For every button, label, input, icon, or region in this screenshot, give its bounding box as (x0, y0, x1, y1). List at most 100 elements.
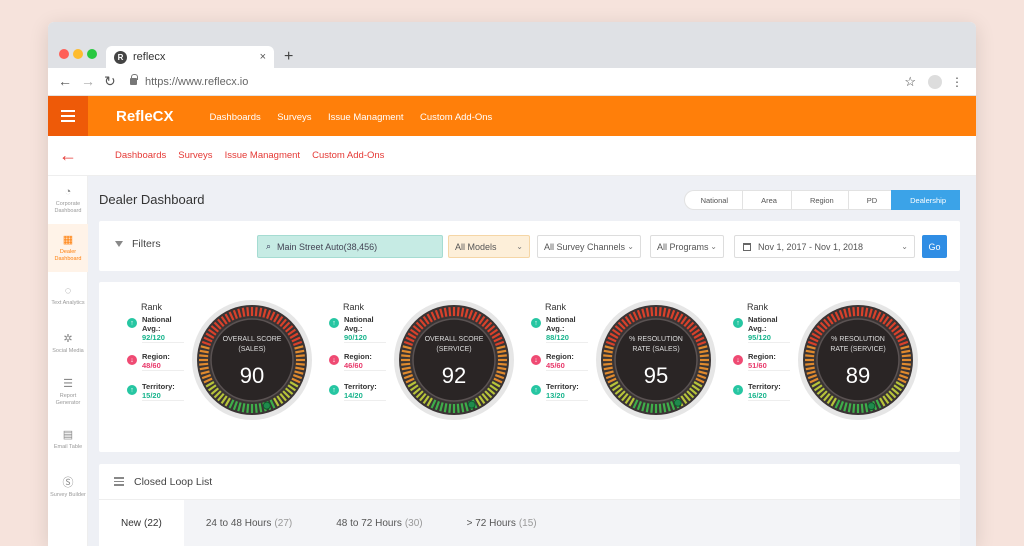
models-select[interactable]: All Models ⌄ (448, 235, 530, 258)
close-window-dot[interactable] (59, 49, 69, 59)
tab-24-to-48-hours[interactable]: 24 to 48 Hours (27) (184, 500, 314, 546)
dealer-search-input[interactable]: ⌕ Main Street Auto(38,456) (257, 235, 443, 258)
gauge-tick (284, 325, 294, 333)
forward-arrow-icon[interactable]: → (81, 73, 95, 89)
tab-48-to-72-hours[interactable]: 48 to 72 Hours (30) (314, 500, 444, 546)
gauge-tick (430, 399, 437, 409)
gauge-tick (199, 366, 209, 371)
tab-title: reflecx (133, 51, 166, 63)
bookmark-star-icon[interactable]: ☆ (904, 73, 916, 89)
sidebar-item-social-media[interactable]: ✲ Social Media (48, 320, 88, 368)
subnav-surveys[interactable]: Surveys (178, 150, 213, 161)
maximize-window-dot[interactable] (87, 49, 97, 59)
tab-label: 48 to 72 Hours (336, 517, 402, 529)
chevron-down-icon: ⌄ (901, 242, 908, 251)
programs-select[interactable]: All Programs ⌄ (650, 235, 724, 258)
gauge-tick (284, 387, 294, 395)
gauge-tick (603, 366, 613, 371)
nav-issue-managment[interactable]: Issue Managment (328, 112, 404, 123)
brand-logo: RefleCX (116, 107, 174, 125)
gauge-tick (210, 325, 220, 333)
gauge-tick (819, 321, 828, 330)
gauge-tick (813, 328, 823, 336)
sidebar-item-report-generator[interactable]: ☰ Report Generator (48, 368, 88, 416)
gauge-tick (860, 403, 864, 413)
gauge-tick (401, 366, 411, 371)
crumb-area[interactable]: Area (742, 190, 791, 210)
nav-custom-add-ons[interactable]: Custom Add-Ons (419, 112, 493, 123)
new-tab-button[interactable]: + (284, 48, 294, 65)
tab-new[interactable]: New (22) (99, 500, 184, 546)
rank-label: Region: 51/60 (748, 352, 790, 371)
gauge-tick (201, 374, 212, 380)
score-gauge: % RESOLUTION RATE (SERVICE) 89 (798, 300, 918, 420)
gauge-label-line1: % RESOLUTION (629, 336, 683, 343)
rank-territory: ↑ Territory: 15/20 (127, 382, 184, 401)
gauge-needle (467, 400, 476, 409)
gauge-tick (890, 387, 900, 395)
gauge-tick (901, 349, 911, 354)
rank-label: Territory: 14/20 (344, 382, 386, 401)
sidebar-item-corporate-dashboard[interactable]: ◔ Corporate Dashboard (48, 176, 88, 224)
gauge-tick (605, 374, 616, 380)
gauge-tick (401, 362, 411, 366)
gauge-tick (807, 374, 818, 380)
gauge-tick (693, 381, 703, 388)
gauge-tick (691, 328, 701, 336)
arrow-up-icon: ↑ (127, 385, 137, 395)
gauge-tick (494, 374, 505, 380)
gauge-tick (645, 403, 650, 413)
nav-dashboards[interactable]: Dashboards (209, 112, 261, 123)
score-gauge: % RESOLUTION RATE (SALES) 95 (596, 300, 716, 420)
minimize-window-dot[interactable] (73, 49, 83, 59)
date-range-picker[interactable]: Nov 1, 2017 - Nov 1, 2018 ⌄ (734, 235, 915, 258)
gauge-tick (901, 362, 911, 366)
gauge-tick (294, 370, 304, 375)
rank-title: Rank (141, 302, 163, 312)
crumb-region[interactable]: Region (790, 190, 848, 210)
gauge-tick (699, 349, 709, 354)
hamburger-menu-icon[interactable] (48, 96, 88, 136)
gauge-tick (696, 340, 707, 346)
closed-loop-header: Closed Loop List (99, 464, 960, 500)
sidebar-item-dealer-dashboard[interactable]: ▦ Dealer Dashboard (48, 224, 88, 272)
gauge-tick (806, 345, 816, 350)
gauge-tick (258, 307, 263, 317)
subnav-custom-add-ons[interactable]: Custom Add-Ons (312, 150, 385, 161)
url-field[interactable]: https://www.reflecx.io (130, 74, 248, 88)
crumb-pd[interactable]: PD (847, 190, 892, 210)
nav-surveys[interactable]: Surveys (277, 112, 312, 123)
gauge-tick (686, 321, 695, 330)
sidebar-item-survey-builder[interactable]: Ⓢ Survey Builder (48, 464, 88, 512)
rank-value: 88/120 (546, 333, 569, 342)
gauge-inner (412, 318, 496, 402)
tab-over-72-hours[interactable]: > 72 Hours (15) (445, 500, 559, 546)
profile-avatar[interactable] (928, 74, 942, 89)
sidebar-item-label: Email Table (53, 444, 83, 451)
arrow-up-icon: ↑ (329, 318, 339, 328)
crumb-national[interactable]: National (683, 190, 743, 210)
gauge-tick (456, 307, 460, 317)
crumb-dealership[interactable]: Dealership (891, 190, 960, 210)
gauge-tick (696, 374, 707, 380)
browser-tab[interactable]: R reflecx × (106, 46, 274, 68)
rank-label-text: Territory: (546, 382, 579, 391)
browser-menu-icon[interactable]: ⋮ (951, 74, 963, 89)
back-arrow-icon[interactable]: ← (59, 145, 77, 165)
reload-icon[interactable]: ↻ (104, 73, 116, 89)
chat-icon: ◌ (64, 285, 72, 298)
go-button[interactable]: Go (922, 235, 947, 258)
arrow-up-icon: ↑ (531, 385, 541, 395)
tab-close-icon[interactable]: × (259, 51, 266, 63)
subnav-dashboards[interactable]: Dashboards (115, 150, 167, 161)
back-arrow-icon[interactable]: ← (58, 73, 72, 89)
chevron-down-icon: ⌄ (627, 242, 634, 251)
gauge-tick (295, 349, 305, 354)
gauge-tick (636, 400, 642, 411)
gauge-tick (287, 384, 297, 392)
survey-channels-select[interactable]: All Survey Channels ⌄ (537, 235, 641, 258)
subnav-issue-managment[interactable]: Issue Managment (224, 150, 301, 161)
sidebar-item-email-table[interactable]: ▤ Email Table (48, 416, 88, 464)
sidebar-item-text-analytics[interactable]: ◌ Text Analytics (48, 272, 88, 320)
gauge-tick (805, 366, 815, 371)
